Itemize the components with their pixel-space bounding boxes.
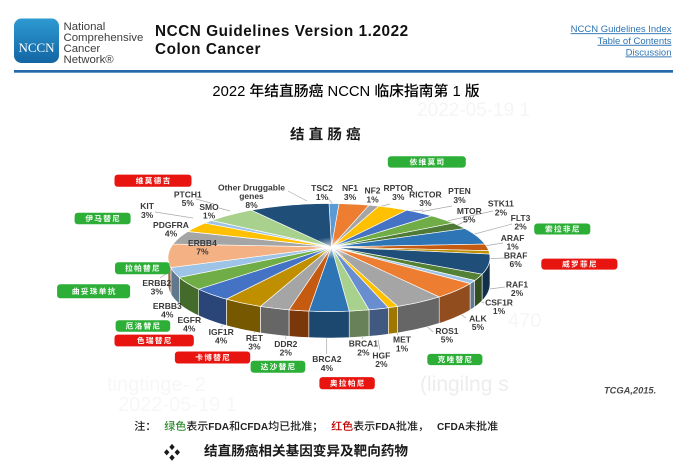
- svg-text:CFDA: CFDA: [240, 422, 269, 433]
- svg-text:2%: 2%: [357, 347, 370, 357]
- svg-text:TSC2: TSC2: [311, 183, 333, 193]
- svg-text:ERBB3: ERBB3: [153, 301, 182, 311]
- svg-text:3%: 3%: [453, 195, 466, 205]
- svg-text:7%: 7%: [196, 247, 209, 257]
- svg-text:1%: 1%: [203, 211, 216, 221]
- svg-text:NCCN: NCCN: [18, 40, 55, 55]
- svg-text:ERBB4: ERBB4: [188, 238, 217, 248]
- svg-text:FLT3: FLT3: [511, 213, 531, 223]
- svg-text:3%: 3%: [392, 192, 405, 202]
- svg-text:NCCN: NCCN: [323, 84, 374, 100]
- svg-text:3%: 3%: [419, 198, 432, 208]
- svg-text:470: 470: [508, 310, 541, 332]
- svg-text:4%: 4%: [215, 336, 228, 346]
- svg-text:BRCA1: BRCA1: [349, 339, 379, 349]
- svg-text:4%: 4%: [321, 363, 334, 373]
- svg-text:EGFR: EGFR: [177, 315, 201, 325]
- svg-text:ERBB2: ERBB2: [142, 278, 171, 288]
- svg-text:3%: 3%: [248, 342, 261, 352]
- svg-text:Table of Contents: Table of Contents: [598, 36, 672, 47]
- svg-text:2%: 2%: [511, 288, 524, 298]
- svg-text:1%: 1%: [366, 194, 379, 204]
- svg-text:1%: 1%: [506, 242, 519, 252]
- svg-text:3%: 3%: [344, 192, 357, 202]
- svg-text:2%: 2%: [280, 348, 293, 358]
- svg-text:NCCN Guidelines Version 1.2022: NCCN Guidelines Version 1.2022: [155, 23, 409, 40]
- svg-text:8%: 8%: [245, 200, 258, 210]
- svg-text:NF2: NF2: [364, 186, 380, 196]
- svg-text:Other Druggable: Other Druggable: [218, 183, 285, 193]
- svg-text:FDA: FDA: [375, 422, 396, 433]
- svg-text:ARAF: ARAF: [501, 233, 525, 243]
- svg-text:DDR2: DDR2: [274, 339, 297, 349]
- svg-text:BRAF: BRAF: [504, 250, 528, 260]
- svg-text:NCCN Guidelines Index: NCCN Guidelines Index: [571, 24, 672, 35]
- svg-text:2%: 2%: [514, 222, 527, 232]
- svg-text:2022-05-19 1: 2022-05-19 1: [118, 394, 237, 416]
- svg-text:RAF1: RAF1: [506, 279, 528, 289]
- svg-text:4%: 4%: [183, 324, 196, 334]
- svg-text:PDGFRA: PDGFRA: [153, 220, 189, 230]
- svg-text:tingtinge- 2: tingtinge- 2: [107, 374, 206, 396]
- svg-text:MET: MET: [393, 335, 412, 345]
- svg-text:5%: 5%: [182, 198, 195, 208]
- svg-text:1%: 1%: [396, 343, 409, 353]
- svg-text:Network®: Network®: [64, 54, 115, 66]
- svg-text:4%: 4%: [161, 310, 174, 320]
- svg-text:Cancer: Cancer: [64, 43, 101, 55]
- svg-text:PTCH1: PTCH1: [174, 190, 202, 200]
- svg-text:Comprehensive: Comprehensive: [64, 32, 144, 44]
- svg-text:2022: 2022: [212, 84, 249, 100]
- svg-text:RICTOR: RICTOR: [409, 190, 441, 200]
- svg-text:3%: 3%: [151, 287, 164, 297]
- svg-text:HGF: HGF: [372, 350, 390, 360]
- svg-text:2%: 2%: [375, 359, 388, 369]
- svg-text:SMO: SMO: [199, 202, 219, 212]
- svg-text:FDA: FDA: [208, 422, 229, 433]
- svg-text:1%: 1%: [493, 306, 506, 316]
- svg-text:genes: genes: [239, 191, 264, 201]
- svg-text:RET: RET: [246, 333, 264, 343]
- svg-text:MTOR: MTOR: [457, 206, 482, 216]
- svg-text:5%: 5%: [472, 322, 485, 332]
- svg-text:(lingilng s: (lingilng s: [420, 373, 509, 396]
- svg-text:TCGA,2015.: TCGA,2015.: [604, 386, 656, 396]
- svg-text:3%: 3%: [141, 210, 154, 220]
- svg-text:CSF1R: CSF1R: [485, 298, 513, 308]
- svg-text:CFDA: CFDA: [437, 422, 466, 433]
- svg-text:2%: 2%: [495, 207, 508, 217]
- svg-text:6%: 6%: [510, 259, 523, 269]
- svg-text:Colon Cancer: Colon Cancer: [155, 41, 261, 58]
- svg-text:2022-05-19 1: 2022-05-19 1: [417, 100, 530, 121]
- svg-text:4%: 4%: [165, 229, 178, 239]
- svg-text:STK11: STK11: [488, 199, 514, 209]
- svg-text:BRCA2: BRCA2: [312, 354, 342, 364]
- svg-text:1: 1: [448, 84, 464, 100]
- svg-text:1%: 1%: [316, 192, 329, 202]
- svg-text:PTEN: PTEN: [448, 186, 471, 196]
- svg-text:ALK: ALK: [469, 314, 487, 324]
- svg-text:5%: 5%: [463, 215, 476, 225]
- svg-text:RPTOR: RPTOR: [383, 183, 413, 193]
- svg-text:NF1: NF1: [342, 183, 358, 193]
- svg-text:ROS1: ROS1: [435, 326, 458, 336]
- svg-text:KIT: KIT: [140, 201, 155, 211]
- svg-text:5%: 5%: [441, 335, 454, 345]
- svg-text:Discussion: Discussion: [626, 47, 672, 58]
- svg-text:National: National: [64, 21, 106, 33]
- svg-text:IGF1R: IGF1R: [209, 327, 234, 337]
